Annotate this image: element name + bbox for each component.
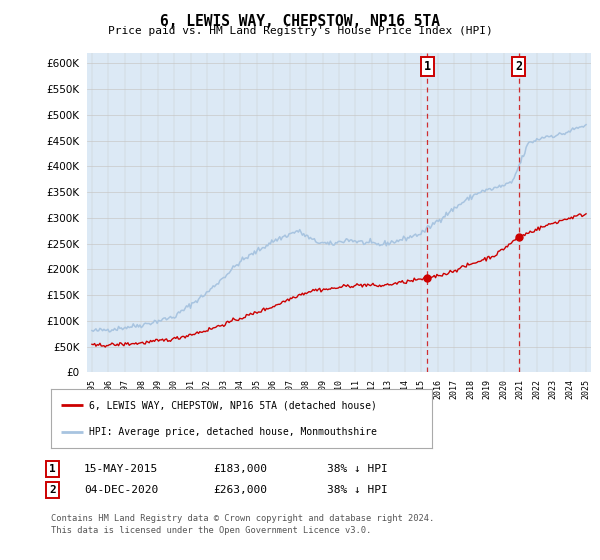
Text: HPI: Average price, detached house, Monmouthshire: HPI: Average price, detached house, Monm… [89,427,377,437]
Text: £183,000: £183,000 [213,464,267,474]
Text: 04-DEC-2020: 04-DEC-2020 [84,485,158,495]
Text: 6, LEWIS WAY, CHEPSTOW, NP16 5TA (detached house): 6, LEWIS WAY, CHEPSTOW, NP16 5TA (detach… [89,400,377,410]
Text: 15-MAY-2015: 15-MAY-2015 [84,464,158,474]
Text: This data is licensed under the Open Government Licence v3.0.: This data is licensed under the Open Gov… [51,526,371,535]
Text: 38% ↓ HPI: 38% ↓ HPI [327,485,388,495]
Text: 1: 1 [49,464,56,474]
Text: 6, LEWIS WAY, CHEPSTOW, NP16 5TA: 6, LEWIS WAY, CHEPSTOW, NP16 5TA [160,14,440,29]
Text: £263,000: £263,000 [213,485,267,495]
Text: Contains HM Land Registry data © Crown copyright and database right 2024.: Contains HM Land Registry data © Crown c… [51,514,434,523]
Text: 1: 1 [424,59,431,73]
Text: 2: 2 [49,485,56,495]
Text: 38% ↓ HPI: 38% ↓ HPI [327,464,388,474]
Text: Price paid vs. HM Land Registry's House Price Index (HPI): Price paid vs. HM Land Registry's House … [107,26,493,36]
Text: 2: 2 [515,59,523,73]
